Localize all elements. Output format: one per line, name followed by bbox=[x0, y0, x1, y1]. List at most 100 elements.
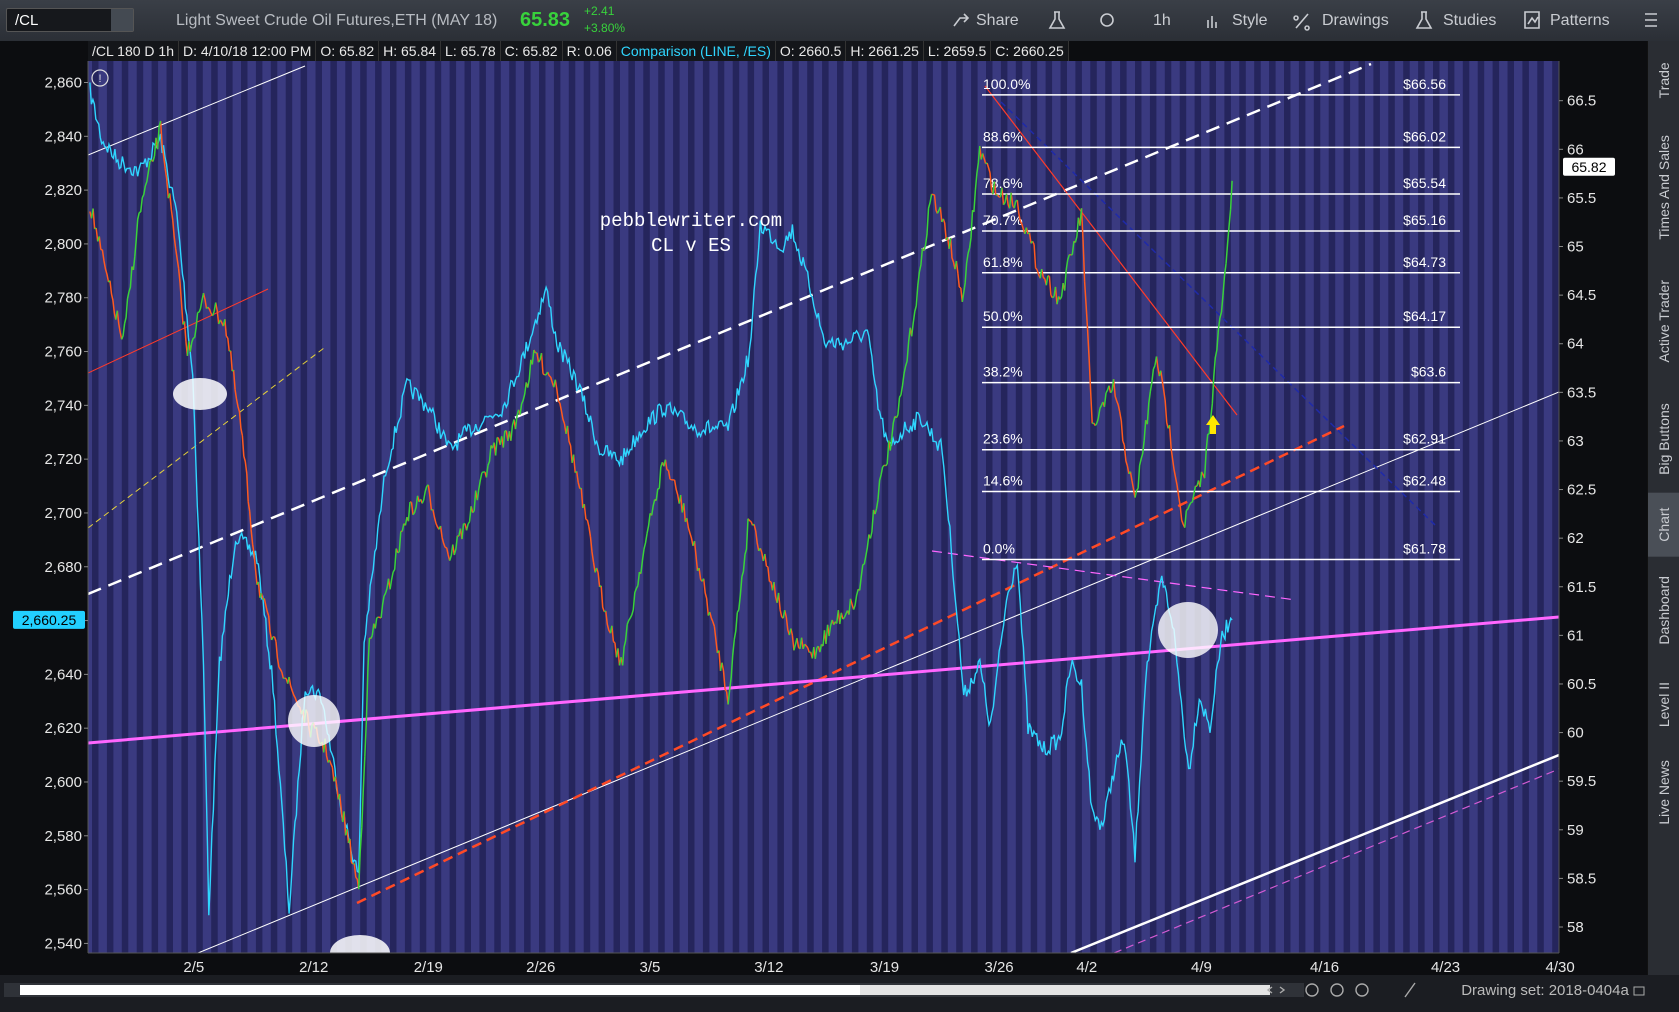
session-stripe bbox=[1507, 61, 1514, 953]
session-stripe bbox=[1224, 61, 1231, 953]
sidebar-tab[interactable]: Active Trader bbox=[1656, 280, 1672, 363]
session-stripe bbox=[151, 61, 159, 953]
patterns-icon[interactable] bbox=[1524, 11, 1540, 29]
fib-percent: 88.6% bbox=[983, 128, 1023, 144]
y-tick-label: 2,760 bbox=[44, 344, 82, 361]
scroll-thumb[interactable] bbox=[20, 985, 1270, 995]
session-stripe bbox=[941, 61, 948, 953]
session-stripe bbox=[851, 61, 859, 953]
drawing-set[interactable]: Drawing set: 2018-0404a bbox=[1461, 982, 1629, 999]
toolbar-icons bbox=[953, 11, 1657, 31]
x-tick-label: 3/19 bbox=[870, 959, 899, 975]
y2-tick-label: 66 bbox=[1567, 141, 1584, 158]
session-stripe bbox=[524, 61, 531, 953]
session-stripe bbox=[92, 61, 99, 953]
sidebar-tab[interactable]: Big Buttons bbox=[1656, 403, 1672, 475]
sidebar-tab[interactable]: Level II bbox=[1656, 682, 1672, 727]
share-icon[interactable] bbox=[953, 13, 970, 27]
sidebar-tab[interactable]: Trade bbox=[1656, 62, 1672, 98]
percent-icon[interactable] bbox=[1404, 982, 1416, 998]
y2-tick-label: 64 bbox=[1567, 336, 1584, 353]
fib-price: $66.56 bbox=[1403, 76, 1446, 92]
session-stripe bbox=[345, 61, 352, 953]
session-stripe bbox=[1060, 61, 1067, 953]
button[interactable]: Patterns bbox=[1550, 12, 1610, 29]
button[interactable]: 1h bbox=[1153, 12, 1171, 29]
x-tick-label: 2/19 bbox=[414, 959, 443, 975]
session-stripe bbox=[226, 61, 233, 953]
y-tick-label: 2,840 bbox=[44, 128, 82, 145]
trend-line bbox=[88, 62, 1372, 596]
menu-icon[interactable] bbox=[1645, 13, 1657, 27]
scrollbar: Drawing set: 2018-0404a bbox=[4, 982, 1645, 999]
session-stripe bbox=[1477, 61, 1485, 953]
highlight-ellipse bbox=[330, 935, 390, 953]
session-stripe bbox=[1164, 61, 1172, 953]
trend-line bbox=[197, 391, 1559, 953]
zoom-out[interactable] bbox=[1305, 983, 1319, 997]
info-bar: /CL 180 D 1h D: 4/10/18 12:00 PM O: 65.82 H… bbox=[88, 41, 1069, 61]
session-stripes bbox=[88, 61, 1559, 953]
watermark: CL v ES bbox=[651, 235, 731, 257]
button[interactable]: Studies bbox=[1443, 12, 1497, 29]
scroll-thumb[interactable] bbox=[860, 985, 1270, 995]
settings-toggle[interactable] bbox=[1633, 986, 1645, 996]
session-stripe bbox=[1298, 61, 1306, 953]
session-stripe bbox=[1239, 61, 1246, 953]
y-tick-label: 2,720 bbox=[44, 451, 82, 468]
sidebar-tabs: Trade Times And Sales Active Trader Big But… bbox=[1648, 62, 1679, 825]
y2-tick-label: 61 bbox=[1567, 627, 1584, 644]
session-stripe bbox=[971, 61, 978, 953]
session-stripe bbox=[583, 61, 591, 953]
y-tick-label: 2,580 bbox=[44, 828, 82, 845]
trend-line bbox=[88, 65, 306, 156]
flask-icon[interactable] bbox=[1048, 11, 1066, 29]
session-stripe bbox=[777, 61, 784, 953]
highlights: ! bbox=[91, 69, 1220, 953]
zoom-in[interactable] bbox=[1355, 983, 1369, 997]
session-stripe bbox=[539, 61, 546, 953]
alert-icon[interactable] bbox=[91, 69, 109, 87]
fib-percent: 70.7% bbox=[983, 212, 1023, 228]
fib-price: $64.17 bbox=[1403, 308, 1446, 324]
sidebar-tab[interactable]: Dashboard bbox=[1656, 576, 1672, 645]
session-stripe bbox=[434, 61, 442, 953]
x-tick-label: 4/16 bbox=[1310, 959, 1339, 975]
x-tick-label: 2/26 bbox=[526, 959, 555, 975]
button[interactable]: Style bbox=[1232, 12, 1268, 29]
session-stripe bbox=[896, 61, 904, 953]
session-stripe bbox=[1120, 61, 1127, 953]
change-pct: +3.80% bbox=[584, 21, 626, 35]
price-line-up bbox=[90, 120, 1233, 890]
zoom-fit[interactable] bbox=[1330, 983, 1344, 997]
x-tick-label: 4/23 bbox=[1431, 959, 1460, 975]
session-stripe bbox=[837, 61, 844, 953]
session-stripe bbox=[658, 61, 665, 953]
symbol-dropdown[interactable] bbox=[111, 9, 133, 31]
style-icon[interactable] bbox=[1207, 16, 1217, 28]
settings-icon[interactable] bbox=[1100, 13, 1114, 27]
session-stripe bbox=[688, 61, 695, 953]
symbol-input[interactable]: /CL bbox=[6, 8, 134, 32]
y-tick-label: 2,780 bbox=[44, 290, 82, 307]
y2-tick-label: 59 bbox=[1567, 822, 1584, 839]
scroll-arrows[interactable] bbox=[1266, 986, 1286, 994]
button[interactable]: Drawings bbox=[1322, 12, 1389, 29]
session-stripe bbox=[598, 61, 606, 953]
sidebar-tab[interactable]: Live News bbox=[1656, 760, 1672, 825]
price-series bbox=[89, 82, 1233, 916]
session-stripe bbox=[1358, 61, 1365, 953]
sidebar-tab[interactable]: Chart bbox=[1656, 507, 1672, 541]
session-stripe bbox=[419, 61, 427, 953]
sidebar-tab[interactable]: Times And Sales bbox=[1656, 135, 1672, 240]
y2-tick-label: 66.5 bbox=[1567, 93, 1596, 110]
fib-price: $65.54 bbox=[1403, 175, 1446, 191]
button[interactable]: Share bbox=[976, 12, 1019, 29]
session-stripe bbox=[404, 61, 412, 953]
session-stripe bbox=[1015, 61, 1023, 953]
studies-icon[interactable] bbox=[1415, 11, 1433, 29]
drawings-icon[interactable] bbox=[1293, 13, 1310, 31]
session-stripe bbox=[613, 61, 620, 953]
session-stripe bbox=[1492, 61, 1500, 953]
